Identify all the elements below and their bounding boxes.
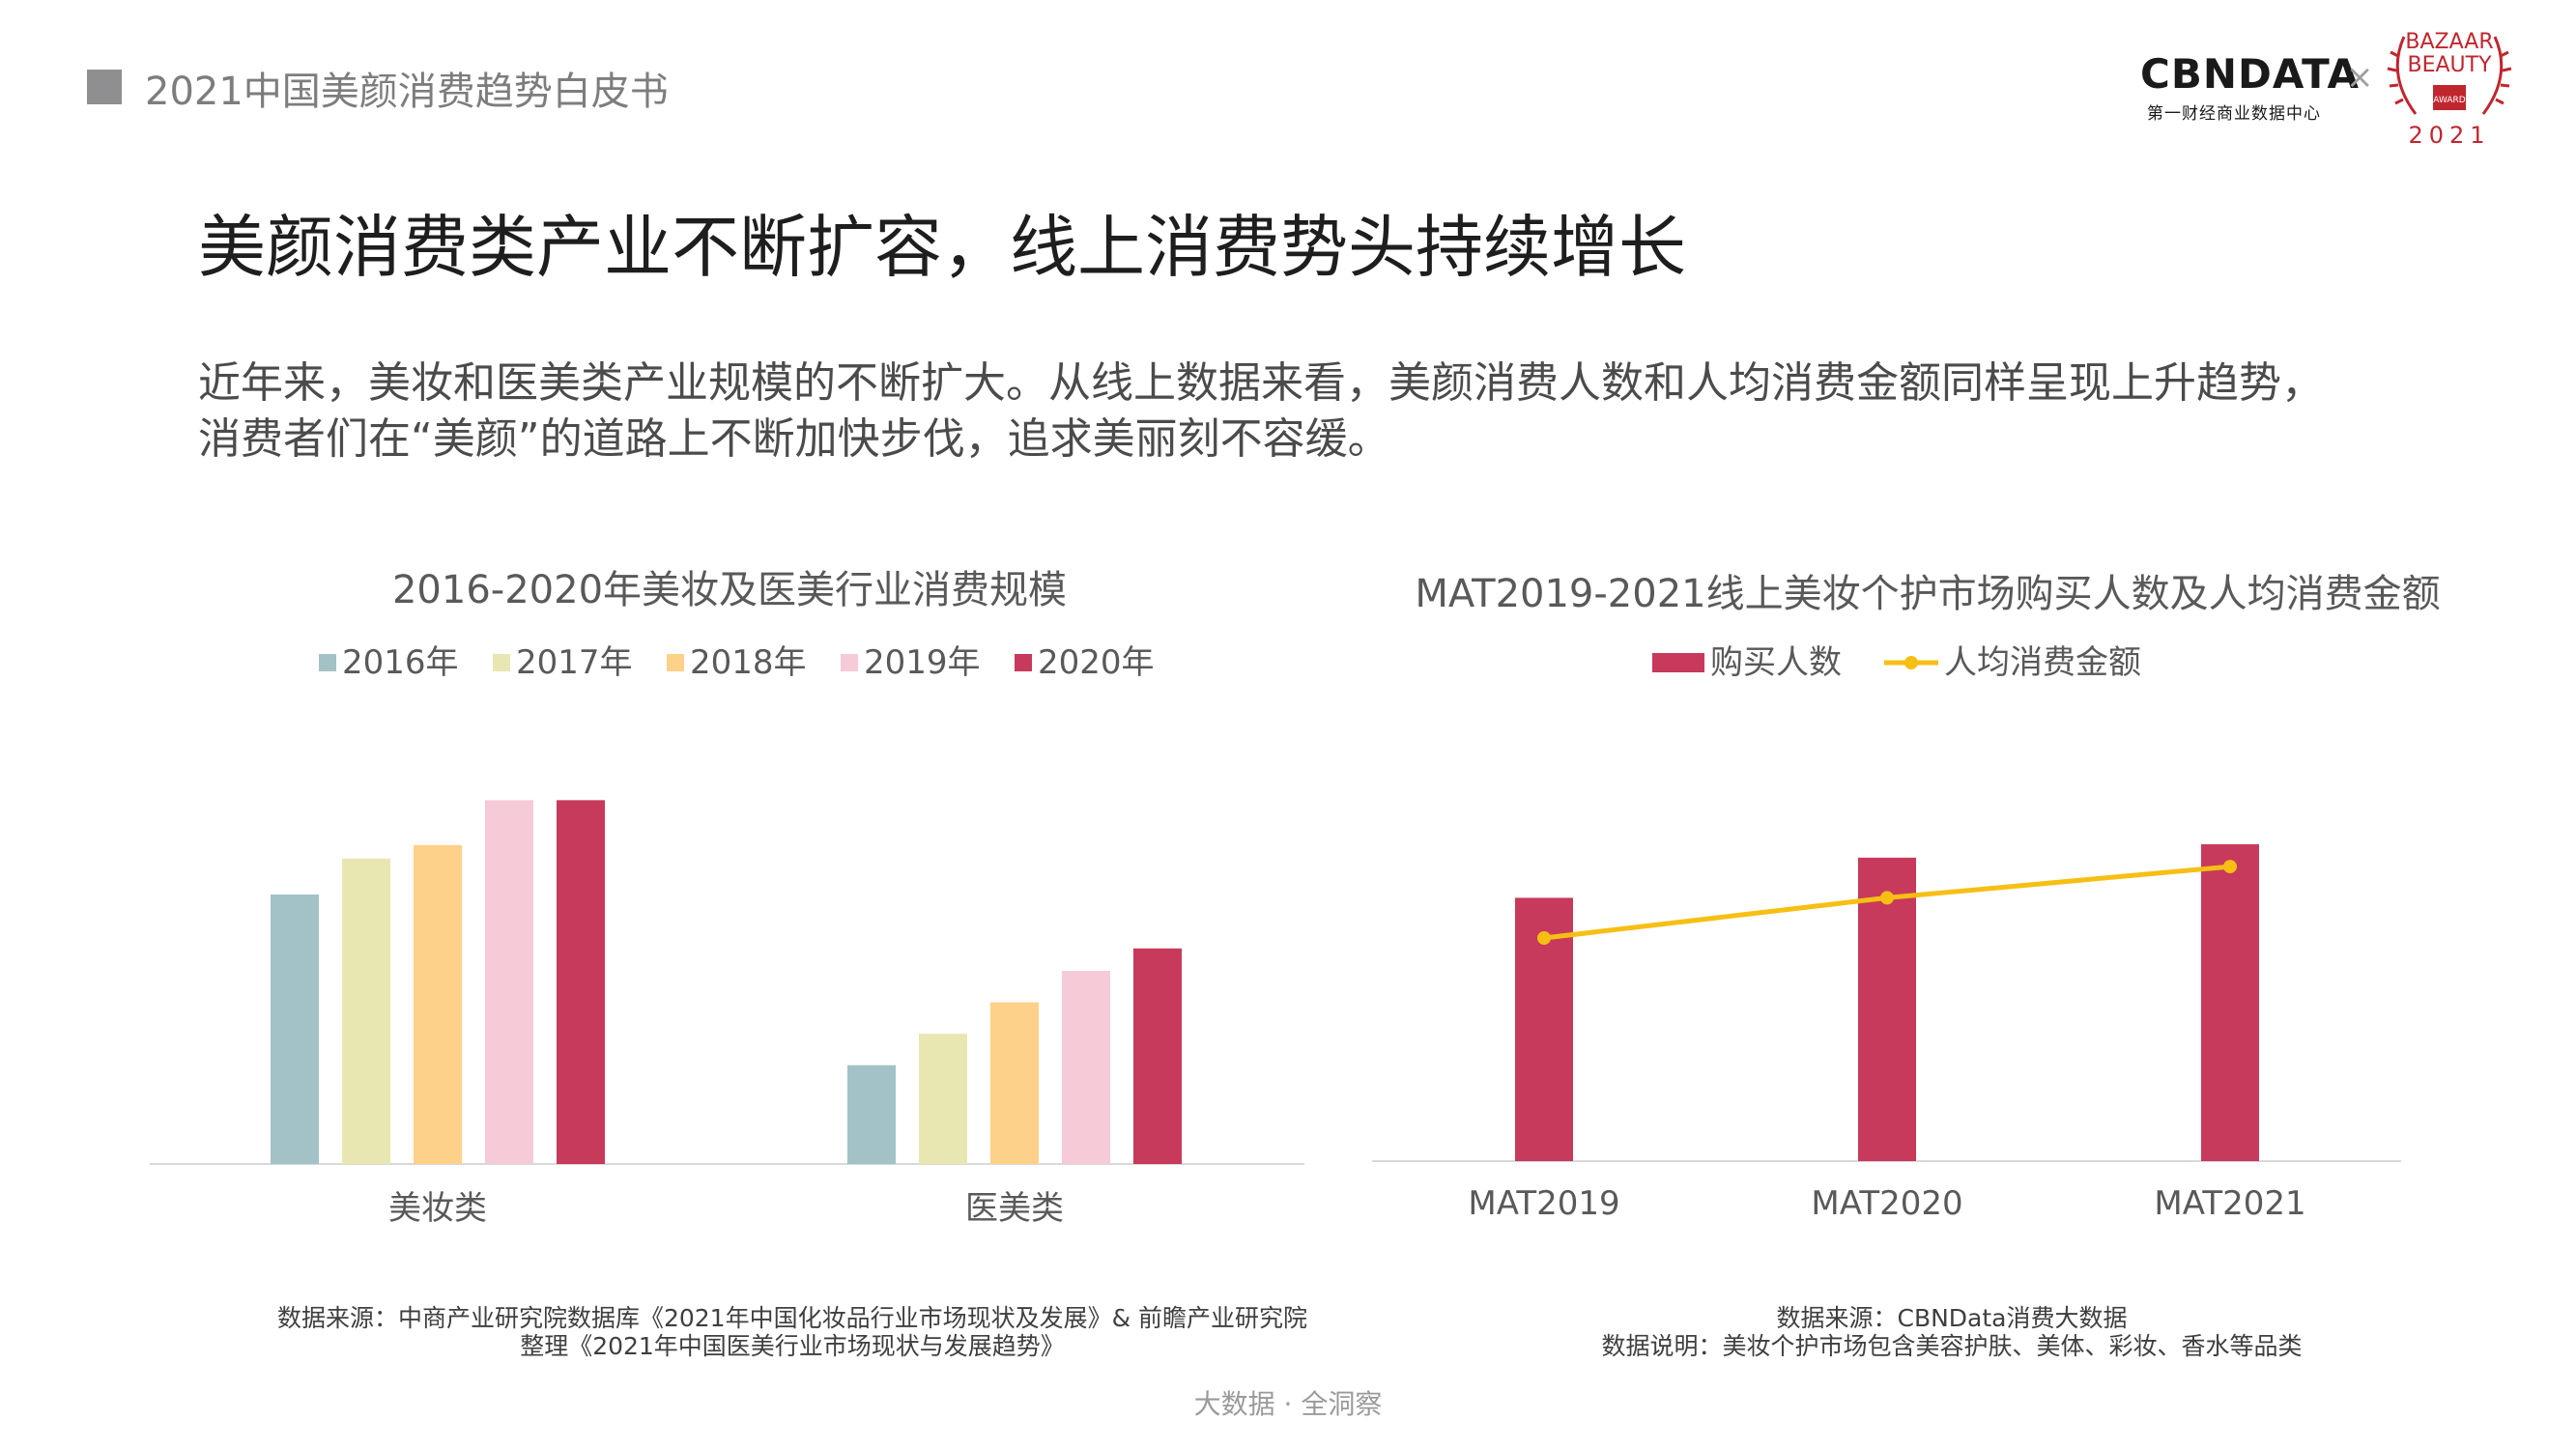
chart-2-line-point [1537, 931, 1551, 945]
chart-1-legend-label: 2018年 [690, 643, 807, 682]
chart-1-bar [919, 1034, 967, 1164]
chart-1-legend-swatch [667, 654, 684, 671]
chart-2-line-point [2223, 860, 2237, 874]
intro-line-1: 近年来，美妆和医美类产业规模的不断扩大。从线上数据来看，美颜消费人数和人均消费金… [198, 358, 2324, 408]
intro-line-2: 消费者们在“美颜”的道路上不断加快步伐，追求美丽刻不容缓。 [198, 414, 1390, 464]
chart-1-title: 2016-2020年美妆及医美行业消费规模 [391, 568, 1068, 612]
chart-2-source: 数据来源：CBNData消费大数据 数据说明：美妆个护市场包含美容护肤、美体、彩… [1411, 1304, 2493, 1360]
chart-1-bar [1062, 971, 1110, 1164]
chart-2-legend-label: 人均消费金额 [1944, 643, 2141, 682]
bazaar-beauty-award-logo: BAZAAR BEAUTY AWARD 2021 [2387, 30, 2512, 149]
chart-1-legend-swatch [493, 654, 510, 671]
chart-1-bar [990, 1002, 1039, 1164]
chart-2-bar [1858, 857, 1916, 1161]
chart-1-source-line-1: 数据来源：中商产业研究院数据库《2021年中国化妆品行业市场现状及发展》& 前瞻… [276, 1304, 1308, 1332]
chart-1-source: 数据来源：中商产业研究院数据库《2021年中国化妆品行业市场现状及发展》& 前瞻… [116, 1304, 1469, 1360]
chart-2-source-line-1: 数据来源：CBNData消费大数据 [1776, 1304, 2128, 1332]
chart-2: MAT2019 MAT2020 MAT2021 购买人数 人均消费金额 [1372, 643, 2401, 1223]
chart-2-legend-swatch-bar [1652, 653, 1704, 672]
report-title: 2021中国美颜消费趋势白皮书 [145, 70, 669, 114]
chart-1-bar [414, 844, 462, 1164]
chart-1-x-tick-label: 医美类 [965, 1189, 1064, 1228]
chart-2-legend-swatch-point [1904, 656, 1918, 669]
chart-1: 美妆类 医美类 2016年 2017年 2018年 2019年 2020年 [150, 643, 1304, 1228]
chart-1-bar [1133, 948, 1182, 1164]
chart-1-legend-swatch [841, 654, 858, 671]
chart-1-x-tick-label: 美妆类 [388, 1189, 487, 1228]
intro-paragraph: 近年来，美妆和医美类产业规模的不断扩大。从线上数据来看，美颜消费人数和人均消费金… [198, 355, 2420, 468]
chart-1-legend-swatch [319, 654, 336, 671]
chart-1-legend-swatch [1015, 654, 1032, 671]
chart-2-title: MAT2019-2021线上美妆个护市场购买人数及人均消费金额 [1415, 572, 2441, 616]
chart-1-legend-label: 2017年 [516, 643, 633, 682]
cbndata-logo: CBNDATA [2140, 50, 2360, 98]
chart-1-bar [271, 895, 319, 1164]
chart-2-x-tick-label: MAT2021 [2154, 1184, 2305, 1223]
chart-2-line-point [1880, 891, 1894, 905]
chart-2-x-tick-label: MAT2019 [1468, 1184, 1619, 1223]
chart-2-bar [2201, 843, 2259, 1161]
chart-1-legend-label: 2016年 [342, 643, 459, 682]
chart-1-bar [485, 800, 533, 1164]
chart-2-source-line-2: 数据说明：美妆个护市场包含美容护肤、美体、彩妆、香水等品类 [1601, 1332, 2303, 1360]
award-line1: BAZAAR [2405, 30, 2493, 54]
chart-2-legend-label: 购买人数 [1710, 643, 1842, 682]
award-line2: BEAUTY [2407, 53, 2492, 77]
header-square-icon [87, 70, 122, 104]
chart-1-legend-label: 2020年 [1038, 643, 1155, 682]
chart-1-bar [847, 1065, 896, 1164]
chart-1-bar [342, 858, 390, 1164]
award-year: 2021 [2408, 122, 2490, 149]
chart-1-bar [557, 800, 605, 1164]
award-line3: AWARD [2433, 96, 2465, 105]
chart-2-x-tick-label: MAT2020 [1811, 1184, 1962, 1223]
page-title: 美颜消费类产业不断扩容，线上消费势头持续增长 [198, 208, 1686, 287]
chart-1-source-line-2: 整理《2021年中国医美行业市场现状与发展趋势》 [520, 1332, 1065, 1360]
logo-times-sign: × [2346, 58, 2374, 97]
cbndata-logo-subtitle: 第一财经商业数据中心 [2147, 104, 2321, 124]
footer-slogan: 大数据 · 全洞察 [1193, 1388, 1383, 1420]
chart-1-legend-label: 2019年 [864, 643, 981, 682]
